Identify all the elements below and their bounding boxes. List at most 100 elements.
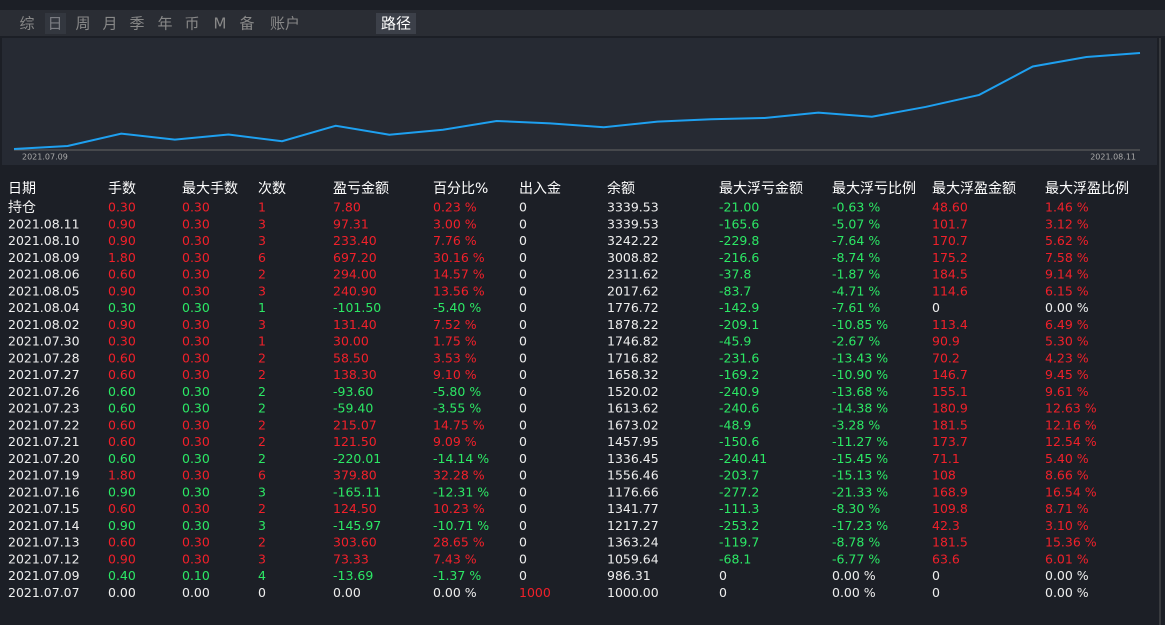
- cell: 1.80: [108, 468, 136, 483]
- cell: 109.8: [932, 501, 968, 516]
- cell: -209.1: [719, 317, 759, 332]
- tab[interactable]: 季: [129, 15, 144, 33]
- cell: 0.30: [182, 250, 210, 265]
- cell: 3339.53: [607, 200, 659, 215]
- row-date: 2021.08.02: [8, 317, 80, 332]
- cell: -5.40 %: [433, 300, 481, 315]
- cell: 0: [258, 585, 266, 600]
- cell: 0.30: [182, 216, 210, 231]
- row-date: 持仓: [8, 200, 36, 216]
- cell: 2: [258, 367, 266, 382]
- cell: 0.60: [108, 417, 136, 432]
- cell: 0: [932, 568, 940, 583]
- cell: 1341.77: [607, 501, 659, 516]
- column-header: 最大浮亏金额: [719, 181, 803, 197]
- cell: 2: [258, 384, 266, 399]
- cell: 180.9: [932, 401, 968, 416]
- cell: 2: [258, 535, 266, 550]
- cell: 0.60: [108, 384, 136, 399]
- cell: 0: [519, 200, 527, 215]
- cell: -7.61 %: [832, 300, 880, 315]
- cell: 0: [519, 384, 527, 399]
- cell: 3: [258, 518, 266, 533]
- active-tab[interactable]: 路径: [381, 15, 411, 33]
- row-date: 2021.08.10: [8, 233, 80, 248]
- row-date: 2021.07.14: [8, 518, 80, 533]
- cell: 0: [519, 535, 527, 550]
- cell: -0.63 %: [832, 200, 880, 215]
- cell: 1658.32: [607, 367, 659, 382]
- tab[interactable]: 综: [19, 15, 34, 33]
- cell: 0.30: [182, 317, 210, 332]
- tab[interactable]: 币: [184, 15, 199, 33]
- cell: 0.30: [182, 200, 210, 215]
- cell: -37.8: [719, 267, 751, 282]
- cell: 14.75 %: [433, 417, 485, 432]
- row-date: 2021.08.06: [8, 267, 80, 282]
- cell: 1000: [519, 585, 551, 600]
- cell: 71.1: [932, 451, 960, 466]
- row-date: 2021.07.27: [8, 367, 80, 382]
- tab[interactable]: 周: [75, 15, 90, 33]
- cell: 697.20: [333, 250, 377, 265]
- cell: 0.60: [108, 267, 136, 282]
- column-header: 手数: [108, 181, 136, 197]
- column-header: 次数: [258, 181, 286, 197]
- column-header: 最大手数: [182, 181, 238, 197]
- cell: 32.28 %: [433, 468, 485, 483]
- cell: 1776.72: [607, 300, 659, 315]
- cell: -2.67 %: [832, 334, 880, 349]
- cell: 4: [258, 568, 266, 583]
- cell: 0: [519, 350, 527, 365]
- row-date: 2021.07.28: [8, 350, 80, 365]
- row-date: 2021.07.09: [8, 568, 80, 583]
- cell: 113.4: [932, 317, 968, 332]
- tab[interactable]: 备: [239, 15, 254, 33]
- cell: 0.30: [182, 267, 210, 282]
- cell: 1: [258, 200, 266, 215]
- cell: 0.60: [108, 401, 136, 416]
- cell: 0: [719, 585, 727, 600]
- cell: 1176.66: [607, 484, 659, 499]
- cell: 0.60: [108, 501, 136, 516]
- cell: 15.36 %: [1045, 535, 1097, 550]
- row-date: 2021.07.19: [8, 468, 80, 483]
- cell: 3008.82: [607, 250, 659, 265]
- cell: 1746.82: [607, 334, 659, 349]
- cell: 0: [519, 551, 527, 566]
- cell: 233.40: [333, 233, 377, 248]
- cell: 0.30: [182, 484, 210, 499]
- cell: 0.30: [182, 451, 210, 466]
- cell: 986.31: [607, 568, 651, 583]
- cell: -101.50: [333, 300, 381, 315]
- cell: 0.30: [182, 350, 210, 365]
- cell: 6.49 %: [1045, 317, 1089, 332]
- cell: 175.2: [932, 250, 968, 265]
- cell: -17.23 %: [832, 518, 888, 533]
- cell: -253.2: [719, 518, 759, 533]
- cell: 10.23 %: [433, 501, 485, 516]
- cell: 9.09 %: [433, 434, 477, 449]
- cell: -111.3: [719, 501, 759, 516]
- cell: -6.77 %: [832, 551, 880, 566]
- cell: 6.01 %: [1045, 551, 1089, 566]
- cell: 0: [519, 518, 527, 533]
- tab[interactable]: M: [214, 15, 227, 33]
- cell: 0.00: [333, 585, 361, 600]
- cell: 0.40: [108, 568, 136, 583]
- tab[interactable]: 年: [157, 15, 172, 33]
- cell: 3.53 %: [433, 350, 477, 365]
- cell: -45.9: [719, 334, 751, 349]
- tab[interactable]: 账户: [270, 15, 300, 33]
- cell: 1336.45: [607, 451, 659, 466]
- cell: 9.61 %: [1045, 384, 1089, 399]
- cell: 131.40: [333, 317, 377, 332]
- cell: -1.37 %: [433, 568, 481, 583]
- cell: 0: [519, 568, 527, 583]
- cell: 0.60: [108, 434, 136, 449]
- tab-bar: [0, 10, 1165, 36]
- cell: 3: [258, 317, 266, 332]
- tab[interactable]: 月: [102, 15, 117, 33]
- cell: 2: [258, 434, 266, 449]
- cell: 0.90: [108, 551, 136, 566]
